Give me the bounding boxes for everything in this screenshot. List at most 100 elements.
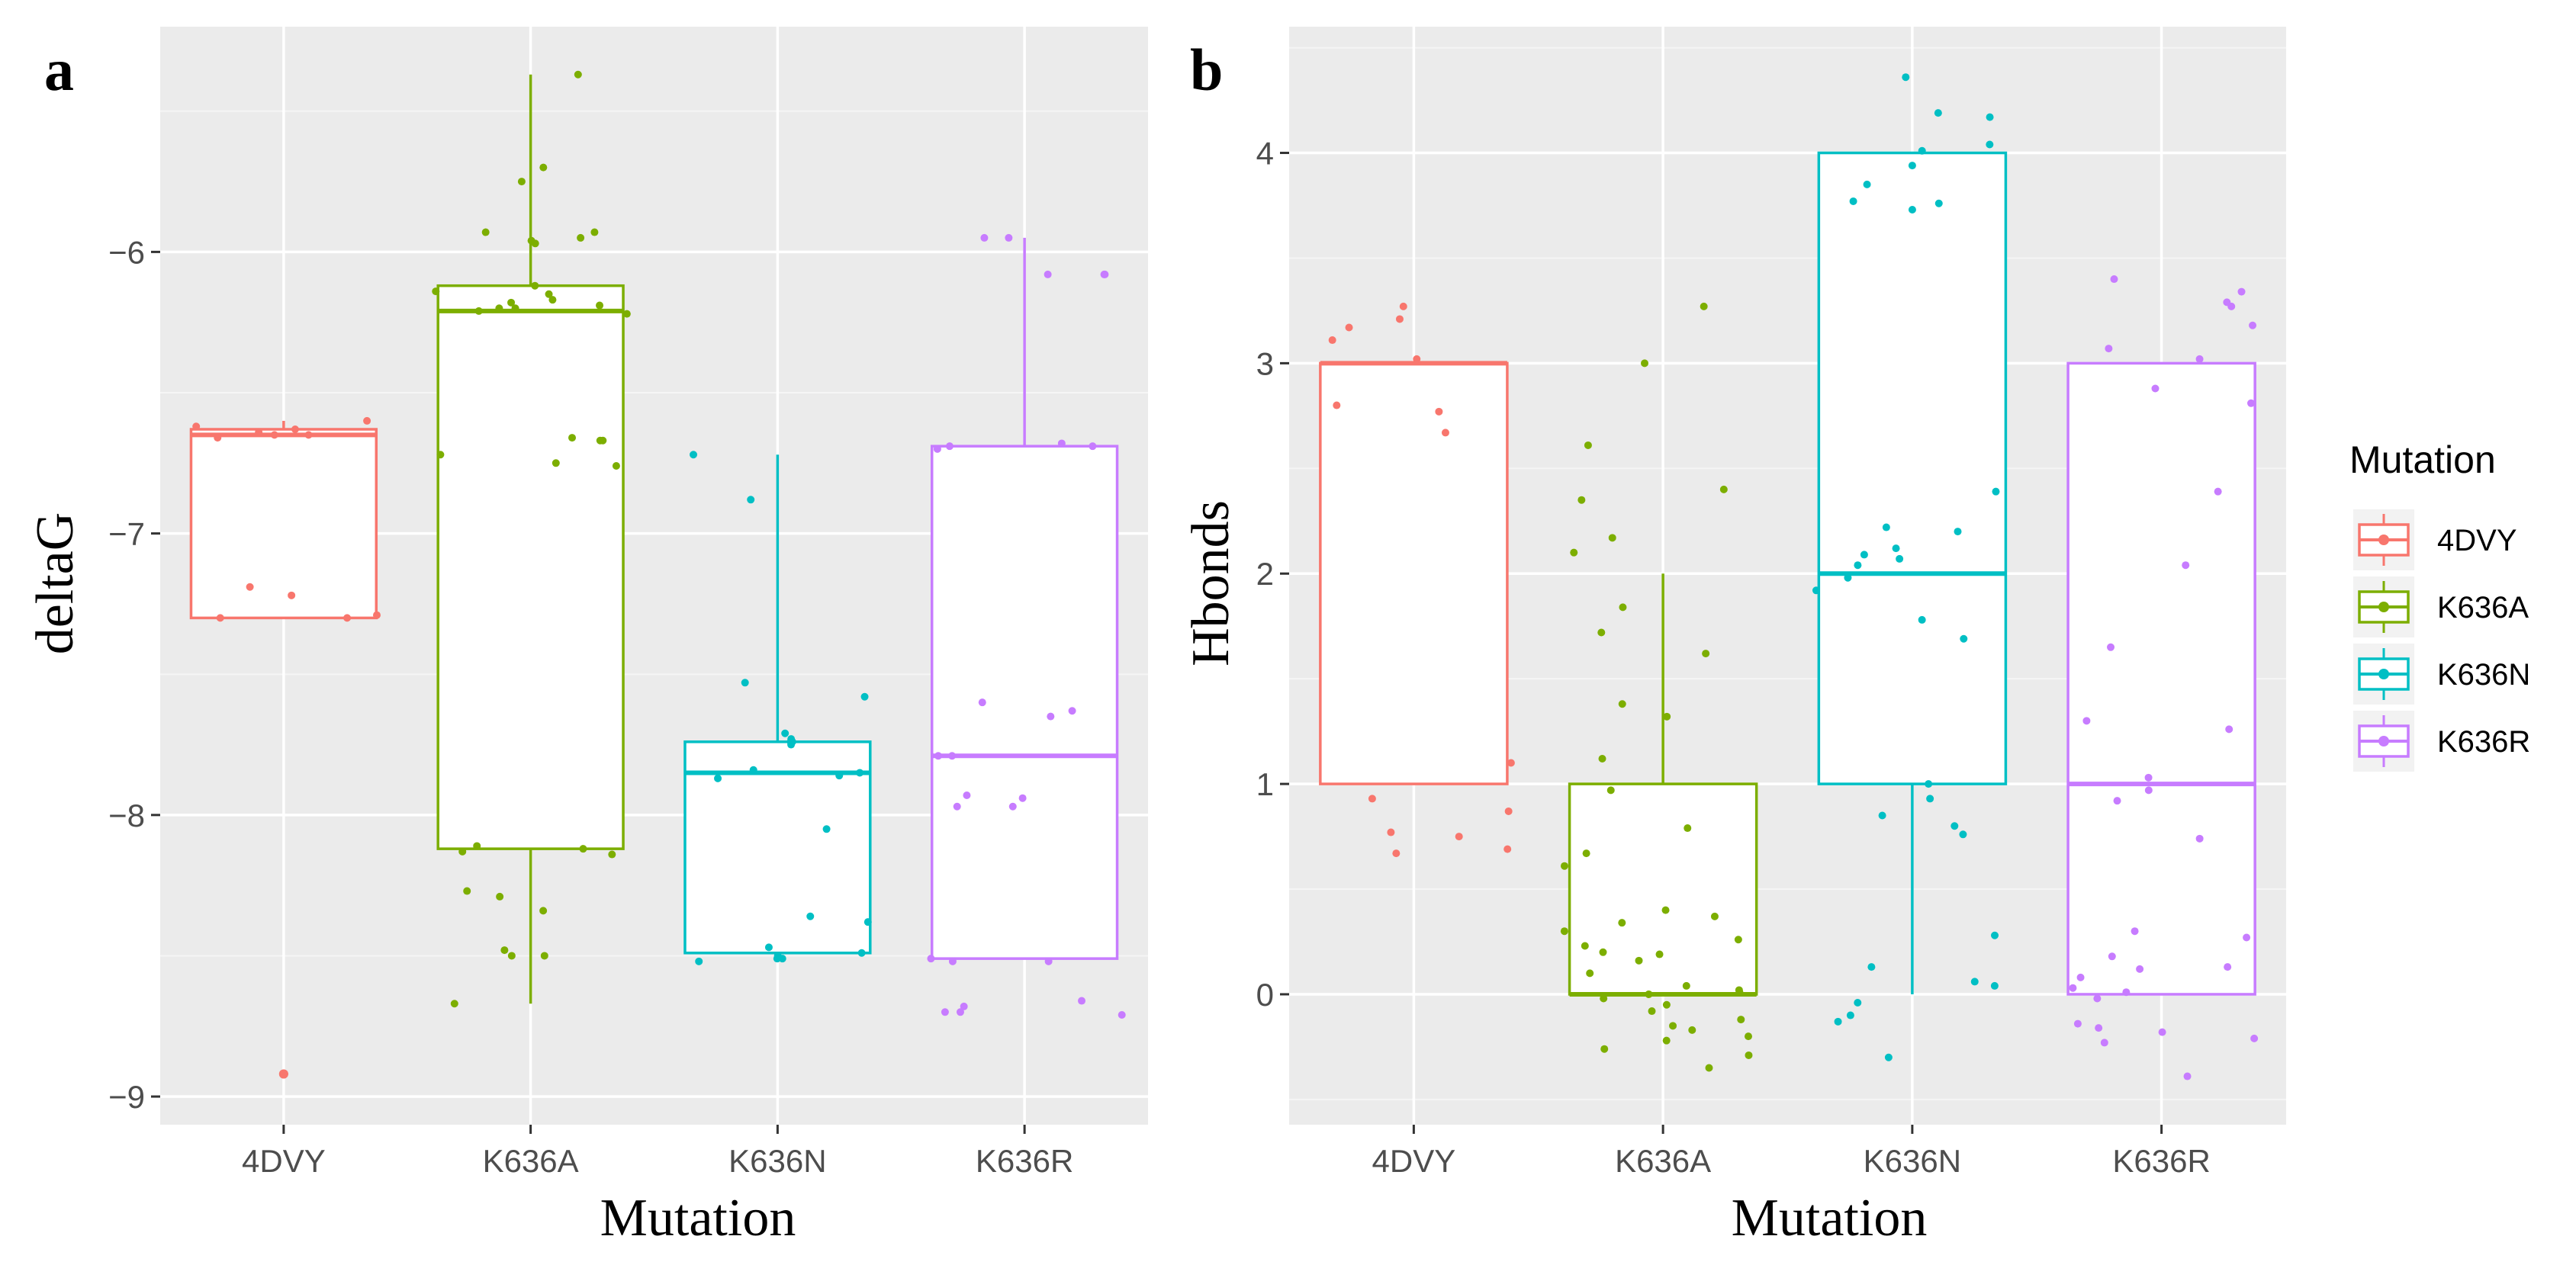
- jitter-point: [1734, 936, 1742, 944]
- jitter-point: [1618, 919, 1626, 927]
- jitter-point: [473, 842, 481, 850]
- jitter-point: [1688, 1026, 1696, 1034]
- jitter-point: [945, 442, 954, 451]
- jitter-point: [1078, 997, 1086, 1005]
- jitter-point: [270, 431, 278, 439]
- jitter-point: [960, 1002, 968, 1010]
- boxes-b: [1319, 151, 2256, 997]
- box-k636r: [930, 237, 1119, 960]
- jitter-point: [1867, 963, 1876, 971]
- jitter-point: [540, 952, 548, 960]
- jitter-point: [1586, 969, 1594, 978]
- jitter-point: [2122, 988, 2131, 997]
- jitter-point: [1399, 302, 1407, 310]
- y-tick-label: 1: [1256, 766, 1274, 802]
- jitter-point: [980, 233, 989, 242]
- jitter-point: [749, 766, 757, 774]
- jitter-point: [1854, 999, 1862, 1007]
- legend-label: K636A: [2437, 591, 2529, 624]
- jitter-point: [1507, 759, 1515, 767]
- jitter-point: [1882, 523, 1890, 531]
- jitter-point: [2110, 275, 2118, 284]
- jitter-point: [1863, 180, 1871, 188]
- jitter-point: [941, 1008, 949, 1016]
- jitter-point: [2136, 965, 2144, 973]
- y-tick-label: −7: [108, 516, 145, 552]
- jitter-point: [787, 740, 796, 749]
- jitter-point: [1560, 862, 1568, 870]
- jitter-point: [1812, 586, 1820, 595]
- legend-item-4dvy: 4DVY: [2353, 509, 2517, 570]
- jitter-point: [1970, 978, 1979, 986]
- box-k636r: [2066, 361, 2256, 996]
- jitter-point: [1577, 496, 1586, 504]
- jitter-point: [2225, 725, 2233, 734]
- jitter-point: [574, 70, 582, 79]
- jitter-point: [2073, 1019, 2082, 1028]
- jitter-point: [778, 955, 786, 963]
- y-ticks-b: 0 1 2 3 4: [1256, 136, 1289, 1013]
- jitter-point: [2182, 561, 2190, 570]
- jitter-point: [1849, 197, 1857, 205]
- jitter-point: [1992, 487, 2000, 496]
- jitter-point: [1648, 1007, 1656, 1016]
- jitter-point: [507, 952, 516, 960]
- jitter-point: [1682, 981, 1690, 990]
- jitter-point: [2247, 399, 2256, 407]
- jitter-point: [1455, 833, 1463, 841]
- jitter-point: [781, 729, 790, 737]
- jitter-point: [596, 436, 604, 445]
- jitter-point: [2250, 1034, 2259, 1042]
- jitter-point: [343, 614, 352, 622]
- jitter-point: [1705, 1064, 1713, 1072]
- jitter-point: [1619, 603, 1627, 612]
- legend-item-k636r: K636R: [2353, 711, 2530, 772]
- jitter-point: [2195, 355, 2204, 363]
- jitter-point: [500, 946, 509, 955]
- jitter-point: [291, 425, 299, 433]
- jitter-point: [1661, 906, 1670, 914]
- box-k636a: [436, 74, 625, 1004]
- jitter-point: [1884, 1053, 1893, 1061]
- legend-items: 4DVY K636A K636N K636R: [2353, 509, 2530, 772]
- jitter-point: [1878, 811, 1886, 820]
- jitter-point: [1908, 206, 1916, 214]
- jitter-point: [1608, 534, 1616, 542]
- legend-title: Mutation: [2349, 438, 2496, 481]
- jitter-point: [1744, 1032, 1752, 1041]
- jitter-point: [1018, 794, 1027, 802]
- jitter-point: [450, 1000, 458, 1008]
- jitter-point: [948, 752, 957, 760]
- jitter-point: [956, 1008, 964, 1016]
- jitter-point: [1719, 485, 1728, 493]
- x-tick-label: K636N: [1864, 1143, 1961, 1179]
- jitter-point: [2144, 773, 2153, 782]
- jitter-point: [1986, 140, 1994, 149]
- box-body: [436, 284, 625, 850]
- jitter-point: [856, 769, 864, 777]
- jitter-point: [934, 752, 942, 760]
- legend-key-point: [2378, 669, 2389, 679]
- jitter-point: [1333, 401, 1341, 409]
- jitter-point: [463, 887, 471, 895]
- jitter-point: [2227, 302, 2236, 310]
- jitter-point: [1710, 912, 1719, 920]
- jitter-point: [2131, 927, 2139, 936]
- jitter-point: [1663, 712, 1671, 721]
- jitter-point: [2249, 321, 2257, 329]
- jitter-point: [495, 304, 503, 313]
- jitter-point: [539, 907, 548, 915]
- box-body: [2066, 361, 2256, 996]
- jitter-point: [432, 287, 440, 296]
- jitter-point: [2100, 1039, 2108, 1047]
- jitter-point: [1662, 1036, 1671, 1045]
- jitter-point: [1101, 270, 1109, 278]
- jitter-point: [577, 233, 585, 242]
- x-ticks-a: 4DVY K636A K636N K636R: [242, 1125, 1073, 1179]
- jitter-point: [1005, 233, 1013, 242]
- outlier-point: [278, 1069, 288, 1079]
- x-axis-title-b: Mutation: [1732, 1189, 1928, 1247]
- jitter-point: [2108, 952, 2116, 961]
- y-ticks-a: −9 −8 −7 −6: [108, 234, 160, 1115]
- panel-label-a: a: [44, 37, 74, 103]
